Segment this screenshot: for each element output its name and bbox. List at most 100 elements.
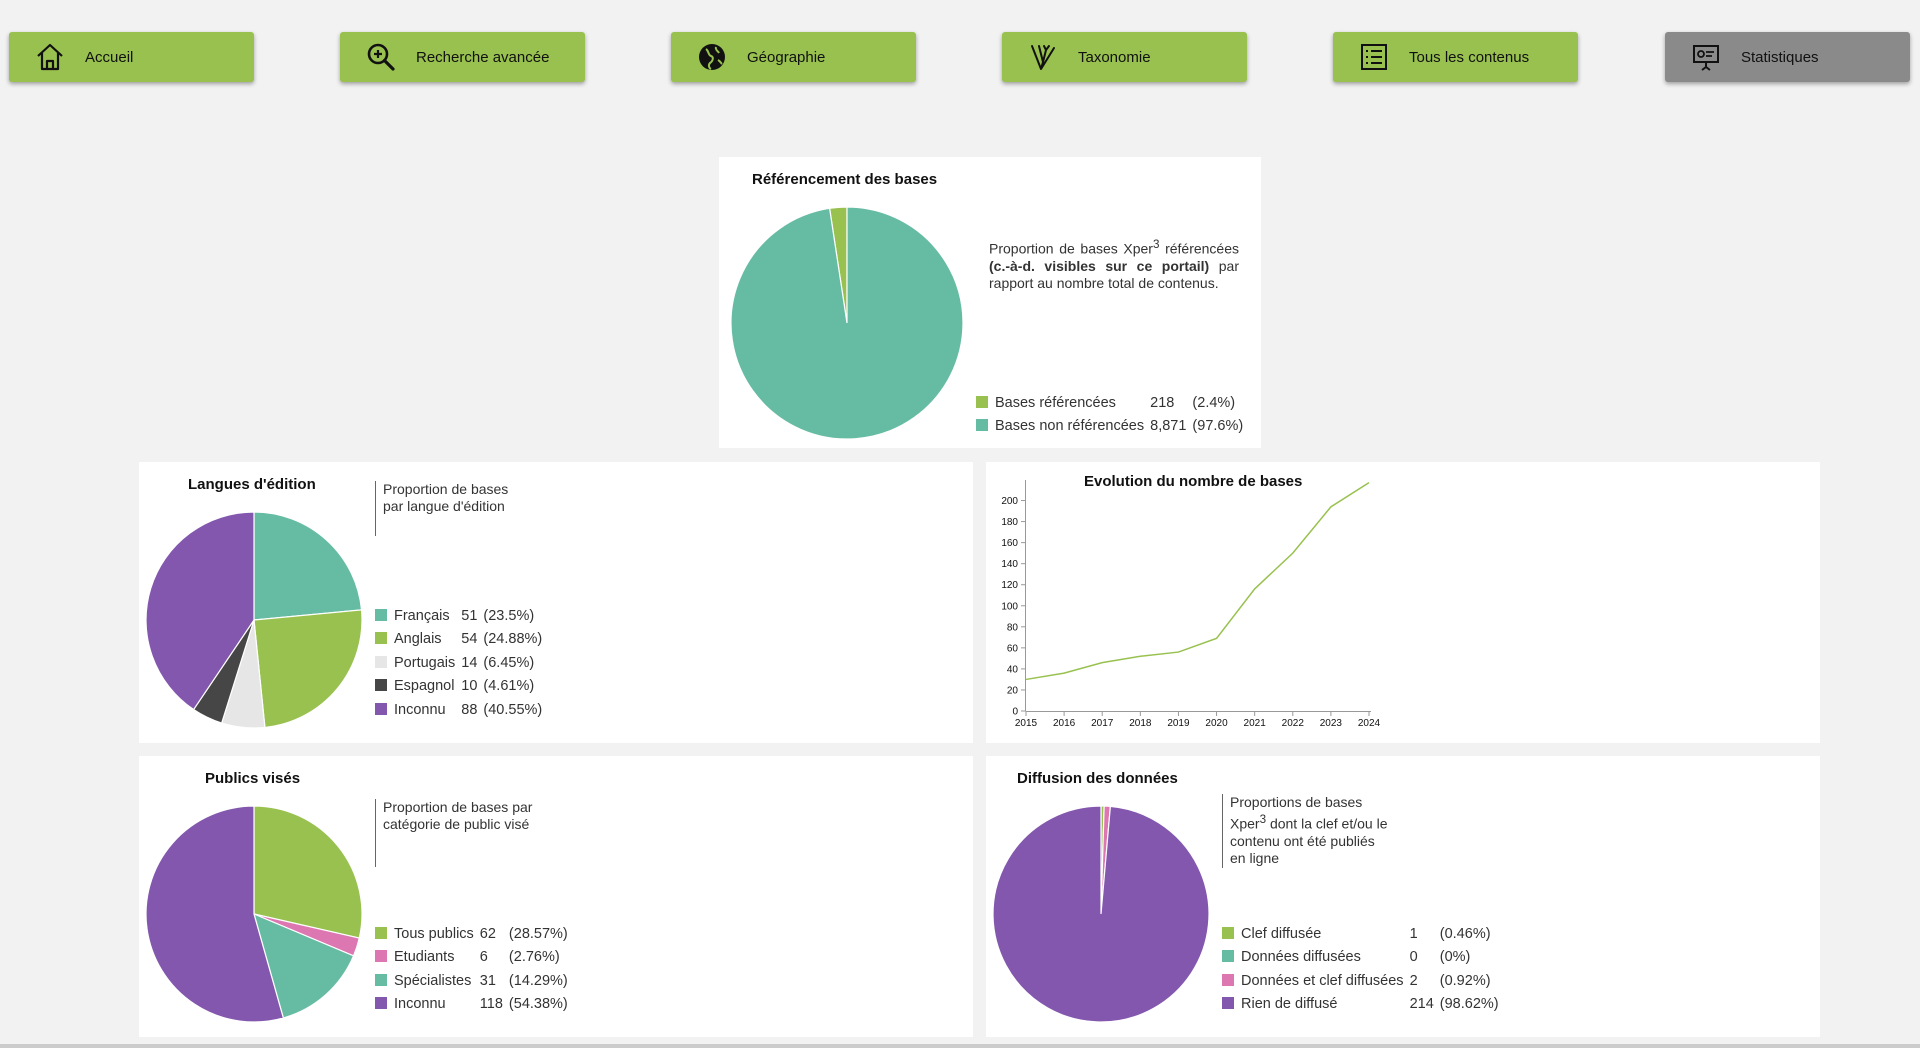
legend-value: 14	[461, 654, 478, 671]
panel-title: Référencement des bases	[752, 171, 938, 188]
nav-label: Géographie	[747, 48, 826, 66]
legend-item: Tous publics 62 (28.57%)	[375, 922, 574, 946]
legend-swatch	[1222, 997, 1234, 1010]
legend-item: Spécialistes 31 (14.29%)	[375, 969, 574, 993]
legend-label: Spécialistes	[394, 972, 472, 989]
panel-title: Diffusion des données	[1017, 770, 1178, 787]
legend-item: Données et clef diffusées 2 (0.92%)	[1222, 969, 1505, 993]
pie-slice-fran-ais[interactable]	[253, 511, 363, 621]
pie-slice-sp-cialistes[interactable]	[253, 912, 355, 1019]
legend-value: 31	[479, 972, 496, 989]
legend-swatch	[375, 679, 387, 692]
pie-slice-anglais[interactable]	[253, 609, 363, 729]
legend-label: Tous publics	[394, 925, 474, 942]
x-tick-label: 2017	[1091, 718, 1114, 729]
legend-swatch	[375, 632, 387, 645]
evolution-line-chart: 0 20 40 60 80 100 120 140 160 180 200 2015 2016 2017 2…	[1001, 480, 1381, 729]
legend-label: Bases non référencées	[995, 418, 1145, 435]
legend-swatch	[976, 395, 988, 408]
nav-label: Tous les contenus	[1409, 48, 1530, 66]
nav-button-geographie[interactable]: Géographie	[671, 32, 916, 82]
legend-label: Etudiants	[394, 949, 455, 966]
legend-item: Bases non référencées 8,871 (97.6%)	[976, 415, 1249, 439]
langues-pie-chart	[145, 511, 363, 729]
legend-swatch	[375, 950, 387, 963]
y-tick-label: 180	[1001, 517, 1018, 528]
panel-publics: Publics visés Proportion de bases par ca…	[139, 756, 973, 1037]
y-tick-label: 200	[1001, 496, 1018, 507]
pie-slice-inconnu[interactable]	[145, 511, 255, 711]
legend-swatch	[375, 655, 387, 668]
x-tick-label: 2019	[1167, 718, 1190, 729]
x-tick-label: 2018	[1129, 718, 1152, 729]
legend-label: Inconnu	[394, 996, 446, 1013]
zoom-search-icon	[364, 40, 398, 74]
y-tick-label: 60	[1007, 643, 1019, 654]
panel-evolution: Evolution du nombre de bases 0 20 40 60 80 10…	[986, 462, 1820, 743]
legend-item: Espagnol 10 (4.61%)	[375, 675, 548, 699]
panel-title: Evolution du nombre de bases	[1084, 473, 1303, 490]
pie-slice-rien-de-diffus-[interactable]	[992, 805, 1210, 1023]
panel-langues: Langues d'édition Proportion de bases pa…	[139, 462, 973, 743]
legend-label: Portugais	[394, 654, 456, 671]
referencement-pie-chart	[730, 206, 964, 440]
diffusion-pie-chart	[992, 805, 1210, 1023]
langues-description: Proportion de bases par langue d'édition	[375, 481, 523, 536]
globe-icon	[695, 40, 729, 74]
legend-percent: (40.55%)	[483, 701, 543, 718]
legend-swatch	[1222, 973, 1234, 986]
taxonomy-tree-icon	[1026, 40, 1060, 74]
legend-swatch	[375, 973, 387, 986]
legend-item: Clef diffusée 1 (0.46%)	[1222, 922, 1505, 946]
legend-value: 1	[1409, 925, 1418, 942]
legend-item: Portugais 14 (6.45%)	[375, 651, 548, 675]
legend-percent: (4.61%)	[483, 678, 535, 695]
publics-description: Proportion de bases par catégorie de pub…	[375, 799, 543, 867]
y-tick-label: 160	[1001, 538, 1018, 549]
legend-item: Inconnu 88 (40.55%)	[375, 698, 548, 722]
legend-value: 0	[1409, 949, 1418, 966]
publics-legend: Tous publics 62 (28.57%) Etudiants 6 (2.76%) S…	[375, 922, 574, 1016]
nav-button-statistiques[interactable]: Statistiques	[1665, 32, 1910, 82]
nav-button-recherche-avancee[interactable]: Recherche avancée	[340, 32, 585, 82]
y-tick-label: 80	[1007, 622, 1019, 633]
legend-percent: (54.38%)	[508, 996, 568, 1013]
legend-value: 218	[1150, 394, 1175, 411]
legend-value: 6	[479, 949, 488, 966]
y-tick-label: 100	[1001, 601, 1018, 612]
legend-item: Rien de diffusé 214 (98.62%)	[1222, 993, 1505, 1017]
legend-percent: (0.46%)	[1439, 925, 1491, 942]
legend-item: Inconnu 118 (54.38%)	[375, 993, 574, 1017]
panel-title: Langues d'édition	[188, 476, 316, 493]
x-tick-label: 2022	[1282, 718, 1305, 729]
x-tick-label: 2023	[1320, 718, 1343, 729]
series-line[interactable]	[1025, 482, 1370, 681]
legend-label: Bases référencées	[995, 394, 1116, 411]
y-tick-label: 140	[1001, 559, 1018, 570]
nav-button-accueil[interactable]: Accueil	[9, 32, 254, 82]
legend-percent: (23.5%)	[483, 607, 535, 624]
legend-percent: (14.29%)	[508, 972, 568, 989]
legend-swatch	[375, 926, 387, 939]
legend-item: Français 51 (23.5%)	[375, 604, 548, 628]
pie-slice-tous-publics[interactable]	[253, 805, 363, 939]
list-icon	[1357, 40, 1391, 74]
legend-item: Etudiants 6 (2.76%)	[375, 946, 574, 970]
diffusion-description: Proportions de bases Xper3 dont la clef …	[1222, 794, 1390, 868]
legend-value: 118	[479, 996, 503, 1013]
pie-slice-bases-non-r-f-renc-es[interactable]	[730, 206, 964, 440]
pie-slice-inconnu[interactable]	[145, 805, 285, 1023]
nav-button-taxonomie[interactable]: Taxonomie	[1002, 32, 1247, 82]
legend-swatch	[375, 702, 387, 715]
legend-percent: (2.4%)	[1192, 394, 1236, 411]
legend-label: Français	[394, 607, 450, 624]
legend-item: Anglais 54 (24.88%)	[375, 628, 548, 652]
panel-title: Publics visés	[205, 770, 301, 787]
x-tick-label: 2021	[1244, 718, 1267, 729]
legend-label: Données diffusées	[1241, 949, 1361, 966]
legend-percent: (98.62%)	[1439, 996, 1499, 1013]
legend-percent: (0.92%)	[1439, 972, 1491, 989]
legend-percent: (24.88%)	[483, 631, 543, 648]
y-tick-label: 120	[1001, 580, 1018, 591]
nav-button-tous-les-contenus[interactable]: Tous les contenus	[1333, 32, 1578, 82]
